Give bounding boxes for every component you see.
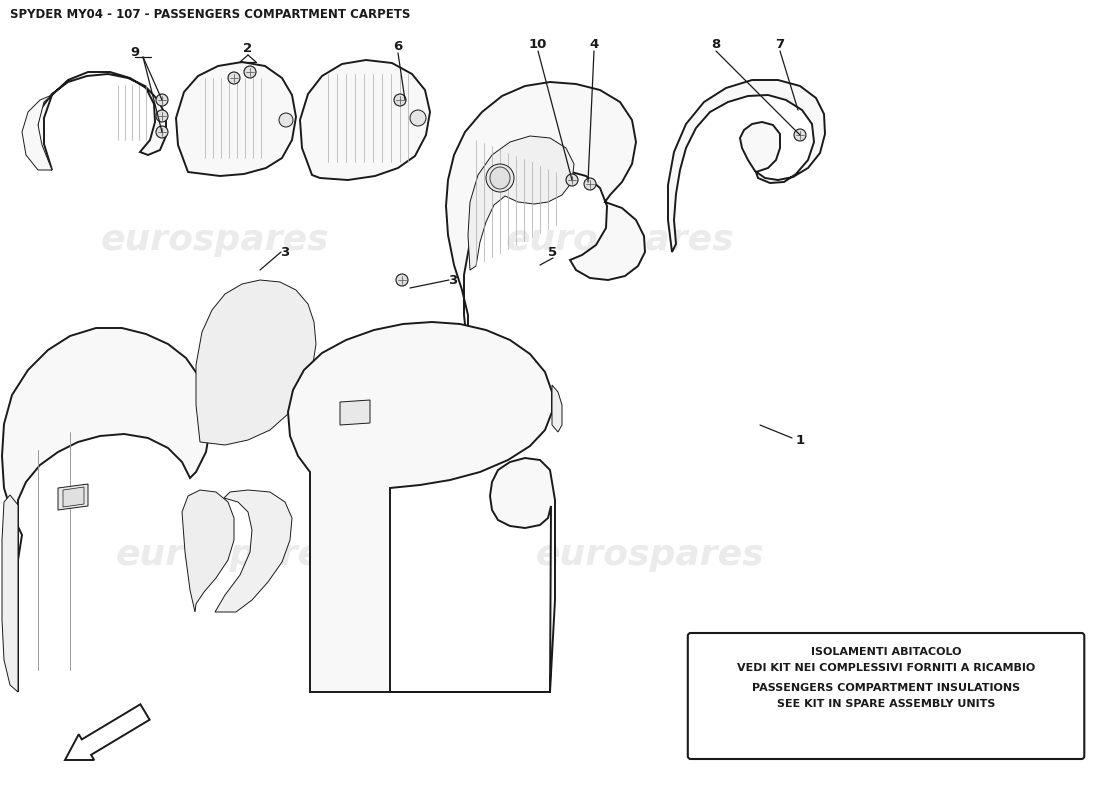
Ellipse shape [244, 66, 256, 78]
Text: PASSENGERS COMPARTMENT INSULATIONS: PASSENGERS COMPARTMENT INSULATIONS [752, 683, 1020, 693]
Text: SPYDER MY04 - 107 - PASSENGERS COMPARTMENT CARPETS: SPYDER MY04 - 107 - PASSENGERS COMPARTME… [10, 8, 410, 21]
Text: 9: 9 [131, 46, 140, 58]
Ellipse shape [584, 178, 596, 190]
Ellipse shape [486, 164, 514, 192]
Polygon shape [390, 458, 556, 692]
Ellipse shape [228, 72, 240, 84]
Polygon shape [552, 385, 562, 432]
Polygon shape [196, 280, 316, 445]
Text: 4: 4 [590, 38, 598, 50]
Polygon shape [2, 495, 18, 692]
Ellipse shape [566, 174, 578, 186]
Polygon shape [288, 322, 552, 692]
Text: eurospares: eurospares [506, 223, 735, 257]
Ellipse shape [156, 126, 168, 138]
FancyBboxPatch shape [688, 633, 1085, 759]
Ellipse shape [156, 110, 168, 122]
Text: 5: 5 [549, 246, 558, 258]
Ellipse shape [794, 129, 806, 141]
Text: eurospares: eurospares [101, 223, 329, 257]
Text: ISOLAMENTI ABITACOLO: ISOLAMENTI ABITACOLO [811, 647, 961, 657]
Polygon shape [182, 490, 234, 612]
Text: 6: 6 [394, 39, 403, 53]
Ellipse shape [156, 94, 168, 106]
Text: 10: 10 [529, 38, 547, 50]
Text: SEE KIT IN SPARE ASSEMBLY UNITS: SEE KIT IN SPARE ASSEMBLY UNITS [777, 699, 996, 709]
Polygon shape [446, 82, 645, 352]
Polygon shape [468, 136, 574, 270]
Text: 7: 7 [776, 38, 784, 50]
Text: 3: 3 [449, 274, 458, 286]
Polygon shape [668, 80, 825, 252]
Ellipse shape [410, 110, 426, 126]
Polygon shape [340, 400, 370, 425]
Polygon shape [63, 487, 84, 507]
Polygon shape [176, 62, 296, 176]
Ellipse shape [394, 94, 406, 106]
Ellipse shape [279, 113, 293, 127]
Polygon shape [36, 72, 166, 170]
FancyArrow shape [65, 704, 150, 760]
Polygon shape [22, 95, 52, 170]
Text: eurospares: eurospares [536, 538, 764, 572]
Text: 1: 1 [795, 434, 804, 446]
Text: eurospares: eurospares [116, 538, 344, 572]
Polygon shape [214, 490, 292, 612]
Text: VEDI KIT NEI COMPLESSIVI FORNITI A RICAMBIO: VEDI KIT NEI COMPLESSIVI FORNITI A RICAM… [737, 663, 1035, 673]
Text: 2: 2 [243, 42, 253, 54]
Text: 8: 8 [712, 38, 720, 50]
Text: 3: 3 [280, 246, 289, 258]
Polygon shape [2, 328, 210, 692]
Ellipse shape [396, 274, 408, 286]
Polygon shape [300, 60, 430, 180]
Ellipse shape [490, 167, 510, 189]
Polygon shape [58, 484, 88, 510]
